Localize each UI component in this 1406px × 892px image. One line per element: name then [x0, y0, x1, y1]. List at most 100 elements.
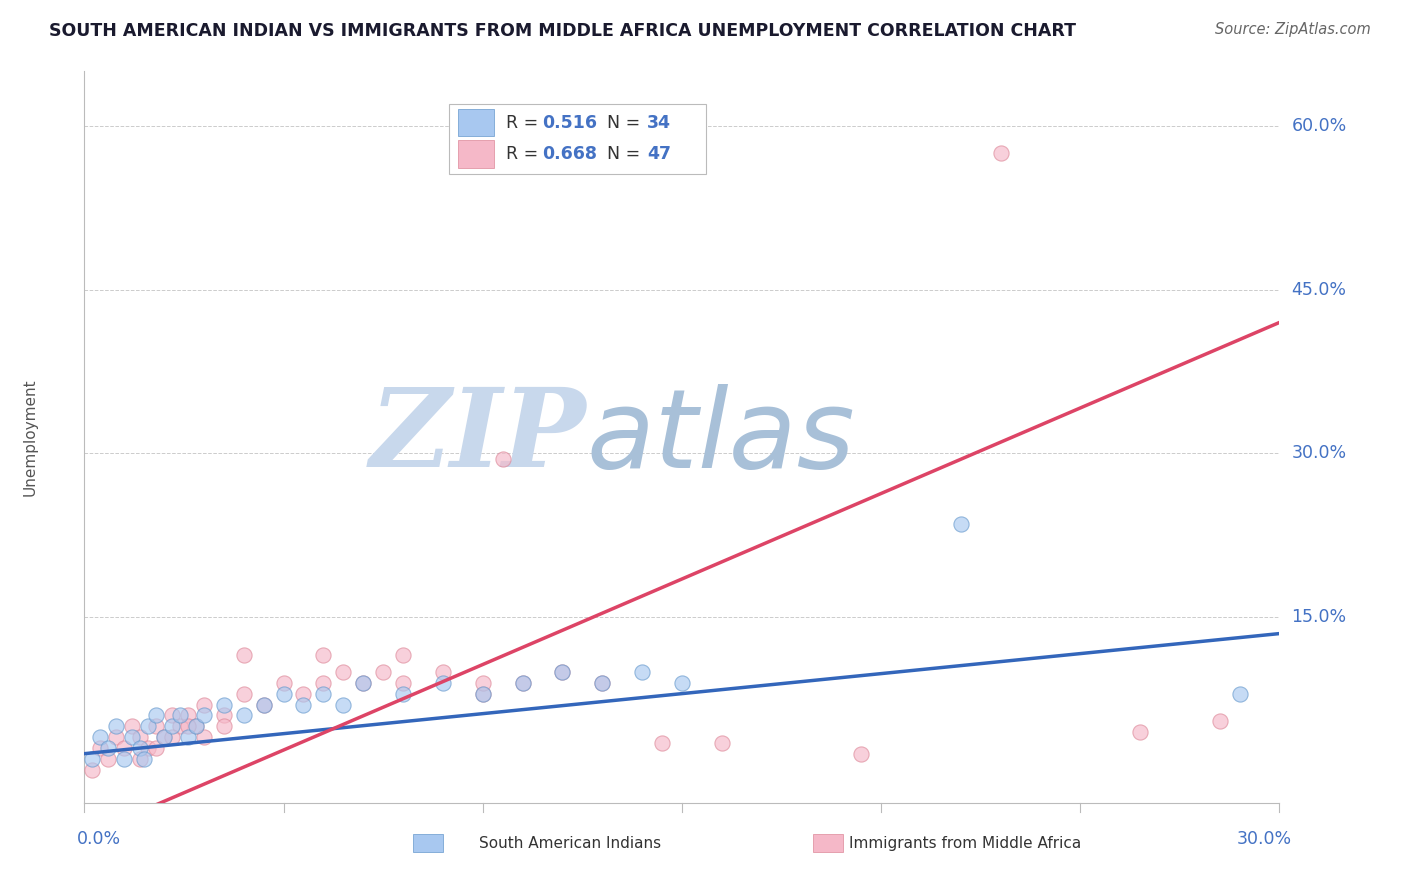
Point: [160, 731, 183, 745]
Point: [671, 675, 693, 690]
Point: [121, 719, 143, 733]
Point: [591, 675, 613, 690]
Point: [432, 675, 454, 690]
Point: [105, 731, 128, 745]
Point: [193, 708, 215, 723]
Point: [1229, 687, 1251, 701]
Point: [193, 731, 215, 745]
Point: [129, 752, 152, 766]
Point: [97, 752, 120, 766]
Point: [105, 719, 128, 733]
FancyBboxPatch shape: [413, 833, 443, 852]
Point: [212, 719, 235, 733]
Point: [112, 741, 135, 756]
Text: Source: ZipAtlas.com: Source: ZipAtlas.com: [1215, 22, 1371, 37]
Point: [392, 687, 415, 701]
Point: [177, 719, 200, 733]
Point: [160, 708, 183, 723]
Point: [551, 665, 574, 679]
Point: [232, 708, 254, 723]
Point: [153, 731, 176, 745]
Point: [177, 731, 200, 745]
Point: [82, 763, 104, 777]
Point: [292, 687, 315, 701]
Point: [121, 731, 143, 745]
Point: [471, 687, 494, 701]
Point: [97, 741, 120, 756]
FancyBboxPatch shape: [458, 140, 495, 168]
Point: [184, 719, 207, 733]
Point: [212, 708, 235, 723]
Point: [232, 687, 254, 701]
Point: [512, 675, 534, 690]
Point: [169, 719, 191, 733]
Point: [169, 708, 191, 723]
Point: [136, 719, 159, 733]
Point: [112, 752, 135, 766]
Text: atlas: atlas: [586, 384, 855, 491]
Point: [145, 708, 167, 723]
Point: [273, 687, 295, 701]
Point: [471, 687, 494, 701]
Point: [392, 648, 415, 663]
Point: [89, 741, 111, 756]
Text: 30.0%: 30.0%: [1292, 444, 1347, 462]
Point: [990, 146, 1012, 161]
Point: [184, 719, 207, 733]
Point: [312, 648, 335, 663]
Point: [232, 648, 254, 663]
Point: [82, 752, 104, 766]
Text: ZIP: ZIP: [370, 384, 586, 491]
Point: [312, 687, 335, 701]
Point: [273, 675, 295, 690]
FancyBboxPatch shape: [814, 833, 844, 852]
Text: N =: N =: [596, 145, 645, 163]
Point: [392, 675, 415, 690]
Point: [153, 731, 176, 745]
Point: [177, 708, 200, 723]
Point: [136, 741, 159, 756]
Text: R =: R =: [506, 113, 544, 131]
Point: [312, 675, 335, 690]
Text: 30.0%: 30.0%: [1236, 830, 1292, 848]
Point: [160, 719, 183, 733]
Text: 34: 34: [647, 113, 671, 131]
Point: [193, 698, 215, 712]
Point: [212, 698, 235, 712]
Point: [512, 675, 534, 690]
Point: [253, 698, 276, 712]
Point: [373, 665, 395, 679]
Point: [129, 741, 152, 756]
FancyBboxPatch shape: [449, 104, 706, 174]
Text: 0.668: 0.668: [543, 145, 598, 163]
Point: [591, 675, 613, 690]
Point: [432, 665, 454, 679]
Point: [631, 665, 654, 679]
Point: [471, 675, 494, 690]
Text: 15.0%: 15.0%: [1292, 608, 1347, 626]
Text: South American Indians: South American Indians: [479, 836, 661, 851]
Point: [352, 675, 374, 690]
Point: [949, 517, 972, 532]
Point: [253, 698, 276, 712]
Point: [1209, 714, 1232, 728]
Point: [89, 731, 111, 745]
Point: [292, 698, 315, 712]
Text: 60.0%: 60.0%: [1292, 117, 1347, 135]
Point: [710, 736, 733, 750]
Point: [132, 752, 156, 766]
Text: N =: N =: [596, 113, 645, 131]
Text: SOUTH AMERICAN INDIAN VS IMMIGRANTS FROM MIDDLE AFRICA UNEMPLOYMENT CORRELATION : SOUTH AMERICAN INDIAN VS IMMIGRANTS FROM…: [49, 22, 1076, 40]
Point: [851, 747, 873, 761]
Text: Unemployment: Unemployment: [22, 378, 38, 496]
Point: [145, 719, 167, 733]
Text: Immigrants from Middle Africa: Immigrants from Middle Africa: [849, 836, 1081, 851]
Point: [332, 698, 354, 712]
FancyBboxPatch shape: [458, 109, 495, 136]
Text: R =: R =: [506, 145, 544, 163]
Point: [352, 675, 374, 690]
Point: [1129, 724, 1152, 739]
Point: [492, 451, 515, 466]
Point: [551, 665, 574, 679]
Text: 47: 47: [647, 145, 671, 163]
